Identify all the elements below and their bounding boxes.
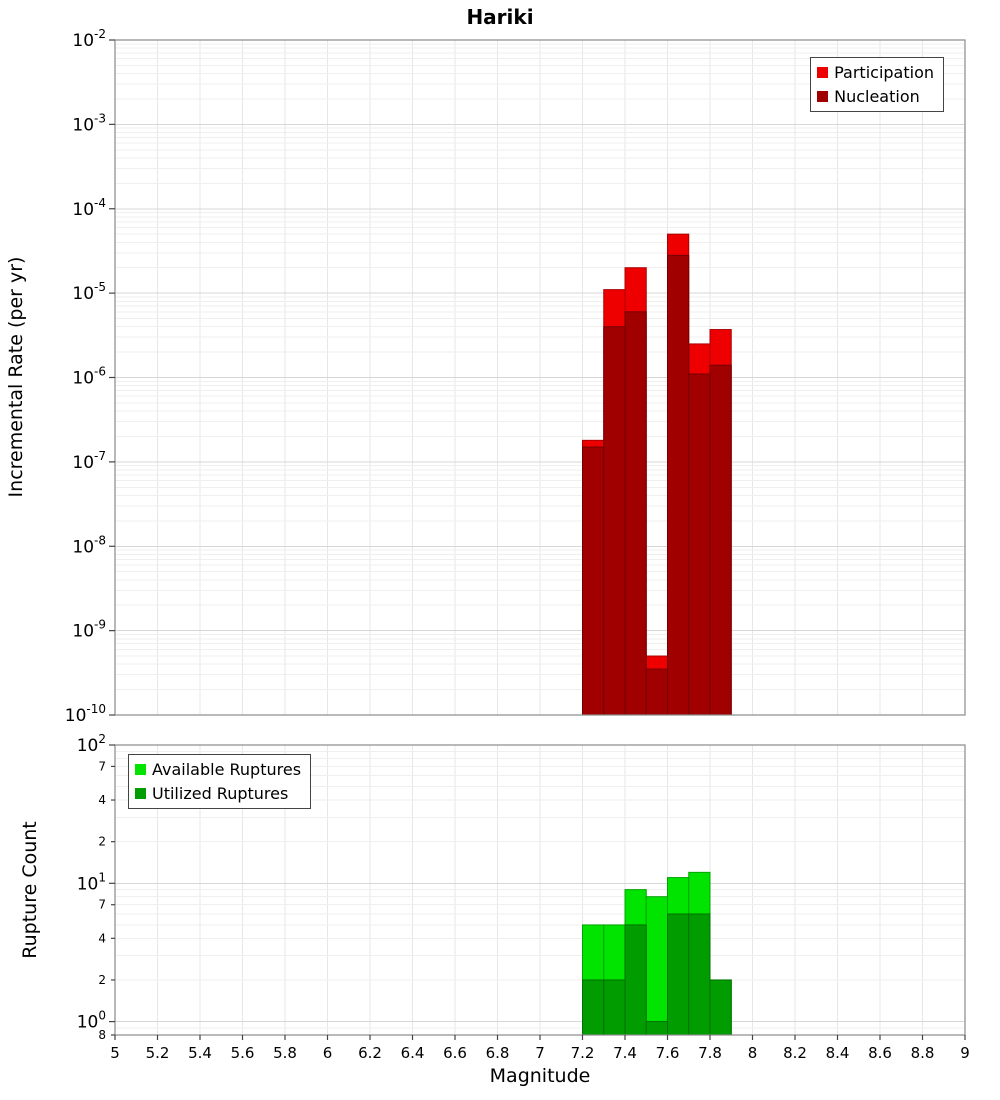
bar-utilized-ruptures: [645, 1021, 668, 1036]
x-tick-label: 8: [748, 1044, 758, 1062]
x-tick-label: 5.8: [273, 1044, 297, 1062]
utilized-ruptures-legend-label: Utilized Ruptures: [152, 784, 289, 803]
bar-utilized-ruptures: [624, 924, 647, 1036]
chart-title: Hariki: [466, 5, 533, 29]
bar-nucleation: [645, 668, 668, 716]
y-tick-label: 10-4: [72, 196, 106, 220]
x-tick-label: 8.4: [826, 1044, 850, 1062]
legend-bottom: Available Ruptures Utilized Ruptures: [128, 754, 312, 809]
y-tick-label-minor: 4: [98, 793, 106, 807]
x-tick-label: 7.6: [656, 1044, 680, 1062]
x-tick-label: 6.4: [401, 1044, 425, 1062]
bar-nucleation: [709, 364, 732, 716]
y-axis-label-bottom: Rupture Count: [19, 821, 41, 959]
bar-nucleation: [603, 326, 626, 716]
x-tick-label: 8.6: [868, 1044, 892, 1062]
y-tick-label: 101: [77, 870, 106, 894]
bar-utilized-ruptures: [582, 979, 605, 1036]
legend-item-participation: Participation: [817, 63, 934, 82]
x-tick-label: 7: [535, 1044, 545, 1062]
bar-nucleation: [667, 254, 690, 716]
x-tick-label: 6.8: [486, 1044, 510, 1062]
render-layer: 10-2 10-3 10-4 10-5 10-6 10-7 10-8 10-9 10-10 102…: [65, 27, 970, 1062]
legend-item-available-ruptures: Available Ruptures: [135, 760, 301, 779]
legend-top: Participation Nucleation: [810, 57, 944, 112]
bar-available-ruptures: [645, 896, 668, 1036]
x-tick-label: 9: [960, 1044, 970, 1062]
x-tick-label: 5.6: [231, 1044, 255, 1062]
y-tick-label-minor: 7: [98, 898, 106, 912]
legend-item-nucleation: Nucleation: [817, 87, 934, 106]
bar-utilized-ruptures: [709, 979, 732, 1036]
bar-utilized-ruptures: [603, 979, 626, 1036]
y-tick-label: 10-3: [72, 111, 106, 135]
y-tick-label-minor: 4: [98, 931, 106, 945]
x-tick-label: 6.6: [443, 1044, 467, 1062]
x-tick-label: 8.2: [783, 1044, 807, 1062]
bar-nucleation: [582, 446, 605, 716]
y-axis-label-top: Incremental Rate (per yr): [5, 257, 27, 498]
y-tick-label-minor: 8: [98, 1028, 106, 1042]
y-tick-label-minor: 2: [98, 973, 106, 987]
x-tick-label: 7.4: [613, 1044, 637, 1062]
participation-swatch-icon: [817, 67, 829, 78]
x-tick-label: 6.2: [358, 1044, 382, 1062]
x-tick-label: 5: [110, 1044, 120, 1062]
bar-nucleation: [624, 311, 647, 716]
x-axis-label: Magnitude: [490, 1065, 591, 1087]
y-tick-label: 10-2: [72, 27, 106, 51]
y-tick-label: 10-5: [72, 280, 106, 304]
x-tick-label: 7.2: [571, 1044, 595, 1062]
x-tick-label: 5.4: [188, 1044, 212, 1062]
bar-utilized-ruptures: [667, 913, 690, 1036]
y-tick-label: 10-6: [72, 365, 106, 389]
y-tick-label-minor: 7: [98, 759, 106, 773]
y-tick-label: 10-10: [65, 702, 106, 726]
y-tick-label: 102: [77, 732, 106, 756]
x-tick-label: 7.8: [698, 1044, 722, 1062]
bar-utilized-ruptures: [688, 913, 711, 1036]
nucleation-swatch-icon: [817, 91, 829, 102]
available-ruptures-swatch-icon: [135, 764, 146, 775]
available-ruptures-legend-label: Available Ruptures: [152, 760, 302, 779]
y-tick-label: 10-7: [72, 449, 106, 473]
nucleation-legend-label: Nucleation: [834, 87, 920, 106]
x-tick-label: 6: [323, 1044, 333, 1062]
utilized-ruptures-swatch-icon: [135, 788, 146, 799]
y-tick-label-minor: 2: [98, 835, 106, 849]
participation-legend-label: Participation: [834, 63, 934, 82]
legend-item-utilized-ruptures: Utilized Ruptures: [135, 784, 301, 803]
x-tick-label: 8.8: [911, 1044, 935, 1062]
y-tick-label: 100: [77, 1009, 106, 1033]
bar-nucleation: [688, 373, 711, 716]
y-tick-label: 10-8: [72, 533, 106, 557]
y-tick-label: 10-9: [72, 618, 106, 642]
x-tick-label: 5.2: [146, 1044, 170, 1062]
